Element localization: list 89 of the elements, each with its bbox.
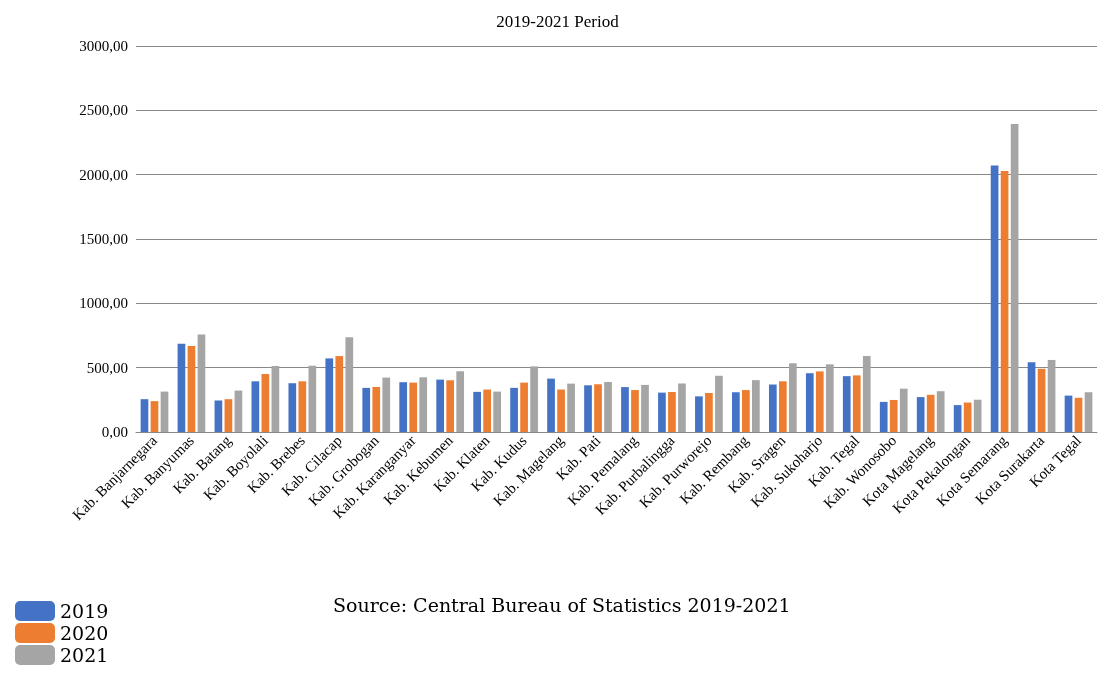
bar [752, 380, 760, 432]
bar [419, 377, 428, 432]
bar [658, 392, 666, 432]
bar [1084, 392, 1093, 432]
chart-title: 2019-2021 Period [496, 12, 620, 31]
bar [668, 391, 676, 432]
bar [805, 373, 814, 432]
bar [715, 375, 723, 432]
bar [1047, 359, 1056, 432]
bar [547, 378, 555, 432]
bar [926, 394, 935, 432]
legend-label: 2021 [60, 644, 109, 666]
bar [473, 391, 481, 432]
y-tick-label: 1000,00 [79, 295, 128, 312]
bar [1074, 397, 1083, 432]
bar [1064, 395, 1073, 432]
bar [1000, 170, 1009, 432]
bar [879, 401, 888, 432]
bar [641, 384, 649, 432]
y-tick-label: 2500,00 [79, 102, 128, 119]
bar [1037, 368, 1046, 432]
bar [436, 379, 445, 432]
bar [584, 385, 592, 432]
bar [382, 377, 391, 432]
bar [705, 393, 713, 432]
bar [399, 382, 408, 432]
bar [140, 399, 149, 432]
bar [446, 380, 455, 432]
bar [483, 389, 491, 432]
bar [788, 363, 797, 432]
legend-label: 2020 [60, 622, 109, 644]
bar [160, 391, 169, 432]
y-tick-label: 0,00 [101, 424, 128, 440]
legend-label: 2019 [60, 600, 109, 622]
bar [197, 334, 206, 432]
bar [557, 389, 565, 432]
bar [325, 358, 334, 432]
bar [234, 390, 243, 432]
y-tick-label: 1500,00 [79, 231, 128, 247]
bar [678, 383, 686, 432]
bar [308, 365, 317, 432]
bar [621, 387, 629, 432]
bar [187, 346, 196, 432]
bar [742, 390, 750, 432]
bar [631, 390, 639, 432]
bar [953, 405, 962, 432]
bar [214, 400, 223, 432]
bar [842, 376, 851, 432]
bar [271, 365, 280, 432]
bar [510, 387, 518, 432]
y-tick-label: 2000,00 [79, 166, 128, 183]
bar [493, 391, 501, 432]
bar [362, 387, 371, 432]
bar [899, 388, 908, 432]
bar [298, 381, 307, 432]
bar [567, 383, 575, 432]
bar [261, 373, 270, 432]
bar [251, 381, 260, 432]
bar [224, 399, 233, 432]
bar [862, 355, 871, 432]
bar [695, 396, 703, 432]
bar [990, 165, 999, 432]
bar [825, 364, 834, 432]
bar [456, 371, 465, 432]
bar [604, 381, 612, 432]
bar [150, 401, 159, 432]
source-note: Source: Central Bureau of Statistics 2019-2021 [333, 593, 791, 616]
bar [1027, 362, 1036, 432]
bar [815, 371, 824, 432]
bar [916, 397, 925, 432]
bar [372, 386, 381, 432]
bar [732, 392, 740, 432]
y-tick-label: 500,00 [86, 359, 128, 376]
bar [409, 382, 418, 432]
bar [889, 399, 898, 432]
bar [936, 391, 945, 432]
bar [288, 383, 297, 432]
bar [177, 343, 186, 432]
bar [973, 399, 982, 432]
bar [768, 384, 777, 432]
bar [530, 366, 538, 432]
bar [1010, 123, 1019, 432]
bar [778, 381, 787, 432]
bar [852, 375, 861, 432]
bar [594, 384, 602, 432]
bar [335, 356, 344, 432]
bar [520, 382, 528, 432]
bar [345, 337, 354, 432]
y-tick-label: 3000,00 [79, 38, 128, 54]
